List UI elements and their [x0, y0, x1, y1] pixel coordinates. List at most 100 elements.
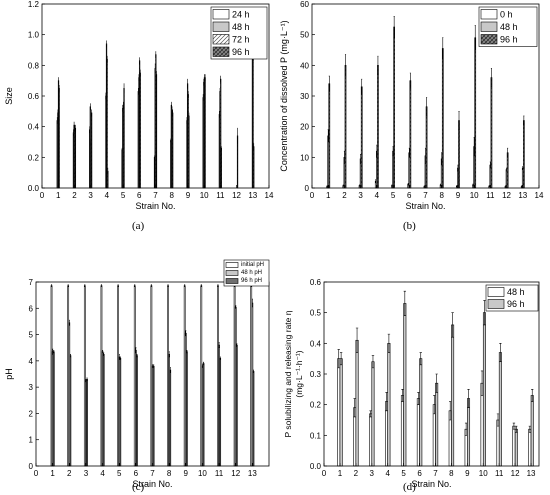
- legend-label-48-h: 48 h: [500, 22, 518, 32]
- x-tick-label: 0: [322, 469, 327, 478]
- bar-96-h-strain-8: [441, 48, 444, 189]
- y-tick-label: 0.0: [28, 184, 40, 193]
- bar-96-h-strain-1: [328, 83, 331, 189]
- legend-label-96-h-pH: 96 h pH: [241, 278, 262, 284]
- error-bar-48-h-strain-2: [353, 398, 356, 418]
- legend-label-96-h: 96 h: [507, 299, 525, 309]
- y-tick-label: 1.0: [28, 31, 40, 40]
- x-tick-label: 9: [456, 191, 461, 200]
- error-bar-72-h-strain-4: [106, 55, 108, 63]
- error-bar-48-h-strain-3: [369, 410, 372, 418]
- x-axis-label: Strain No.: [135, 201, 175, 211]
- error-bar-48-h-strain-7: [433, 395, 436, 415]
- x-tick-label: 11: [495, 469, 504, 478]
- bar-96-h-pH-strain-8: [169, 369, 172, 467]
- legend-label-0-h: 0 h: [500, 10, 513, 20]
- x-tick-label: 13: [248, 191, 257, 200]
- x-tick-label: 3: [370, 469, 375, 478]
- error-bar-96-h-pH-strain-4: [103, 352, 105, 356]
- x-tick-label: 2: [354, 469, 359, 478]
- bar-96-h-strain-4: [377, 65, 379, 189]
- legend-swatch-96-h-pH: [225, 278, 239, 284]
- error-bar-48-h-strain-8: [171, 101, 172, 109]
- error-bar-96-h-strain-12: [237, 127, 238, 144]
- bar-96-h-strain-10: [204, 77, 206, 189]
- legend-swatch-0-h: [480, 9, 498, 20]
- bar-96-h-pH-strain-9: [186, 351, 188, 467]
- error-bar-48-h-pH-strain-12: [235, 305, 237, 309]
- error-bar-96-h-strain-10: [483, 300, 486, 326]
- panel-label-a: (a): [132, 220, 145, 232]
- x-tick-label: 12: [502, 191, 511, 200]
- x-tick-label: 1: [56, 191, 61, 200]
- y-tick-label: 7: [29, 278, 34, 287]
- error-bar-48-h-strain-4: [385, 392, 388, 412]
- error-bar-72-h-strain-8: [171, 106, 173, 114]
- bar-96-h-pH-strain-4: [102, 353, 105, 467]
- bar-72-h-strain-4: [106, 58, 108, 189]
- x-tick-label: 0: [310, 191, 315, 200]
- x-tick-label: 5: [117, 469, 122, 478]
- bar-96-h-strain-2: [74, 127, 77, 189]
- x-tick-label: 6: [417, 469, 422, 478]
- bar-96-h-strain-5: [123, 88, 125, 189]
- bar-96-h-strain-2: [355, 339, 359, 467]
- error-bar-72-h-strain-1: [58, 77, 59, 85]
- error-bar-48-h-pH-strain-4: [102, 350, 104, 354]
- x-tick-label: 14: [535, 191, 544, 200]
- legend-swatch-initial-pH: [225, 262, 239, 268]
- y-tick-label: 50: [300, 31, 309, 40]
- error-bar-48-h-pH-strain-9: [185, 330, 187, 337]
- error-bar-96-h-strain-12: [507, 147, 509, 158]
- error-bar-96-h-pH-strain-5: [119, 356, 121, 360]
- bar-96-h-strain-5: [403, 303, 407, 467]
- x-axis-label: Strain No.: [132, 479, 172, 489]
- error-bar-48-h-strain-6: [417, 392, 420, 405]
- x-tick-label: 8: [449, 469, 454, 478]
- bar-96-h-pH-strain-3: [86, 378, 88, 467]
- error-bar-48-h-strain-12: [512, 422, 516, 430]
- error-bar-48-h-pH-strain-8: [168, 351, 170, 358]
- error-bar-96-h-strain-11: [221, 146, 222, 150]
- legend-label-72-h: 72 h: [232, 35, 250, 45]
- error-bar-initial-pH-strain-2: [67, 284, 69, 288]
- error-bar-96-h-strain-2: [75, 124, 76, 132]
- error-bar-96-h-pH-strain-8: [169, 367, 171, 373]
- error-bar-96-h-pH-strain-10: [202, 361, 205, 366]
- error-bar-48-h-strain-5: [401, 389, 404, 402]
- x-tick-label: 8: [167, 469, 172, 478]
- x-tick-label: 12: [231, 469, 240, 478]
- error-bar-48-h-strain-8: [449, 401, 452, 421]
- y-tick-label: 5: [29, 331, 34, 340]
- error-bar-96-h-strain-2: [355, 327, 359, 353]
- y-tick-label: 0.1: [310, 431, 322, 440]
- error-bar-96-h-pH-strain-2: [69, 353, 71, 358]
- legend-swatch-48-h: [480, 21, 498, 32]
- panel-label-b: (b): [403, 220, 416, 232]
- x-tick-label: 7: [433, 469, 438, 478]
- x-tick-label: 11: [216, 191, 225, 200]
- x-tick-label: 5: [401, 469, 406, 478]
- x-tick-label: 9: [186, 191, 191, 200]
- bar-96-h-pH-strain-11: [219, 357, 222, 467]
- x-tick-label: 7: [150, 469, 155, 478]
- error-bar-96-h-strain-11: [499, 343, 502, 363]
- bar-96-h-strain-13: [530, 395, 534, 467]
- x-tick-label: 2: [72, 191, 77, 200]
- legend: 24 h 48 h 72 h 96 h: [210, 6, 268, 60]
- bar-96-h-strain-11: [498, 352, 502, 467]
- error-bar-96-h-strain-5: [123, 83, 125, 94]
- bar-96-h-strain-10: [474, 37, 477, 189]
- x-tick-label: 0: [34, 469, 39, 478]
- error-bar-96-h-strain-6: [419, 352, 422, 366]
- x-tick-label: 11: [215, 469, 224, 478]
- bar-96-h-strain-8: [451, 324, 455, 467]
- y-axis-label: Size: [4, 87, 14, 105]
- error-bar-96-h-pH-strain-13: [252, 369, 255, 373]
- bar-96-h-pH-strain-5: [119, 357, 122, 467]
- error-bar-initial-pH-strain-6: [134, 284, 136, 288]
- x-tick-label: 14: [265, 191, 274, 200]
- x-tick-label: 12: [511, 469, 520, 478]
- y-tick-label: 2: [29, 409, 34, 418]
